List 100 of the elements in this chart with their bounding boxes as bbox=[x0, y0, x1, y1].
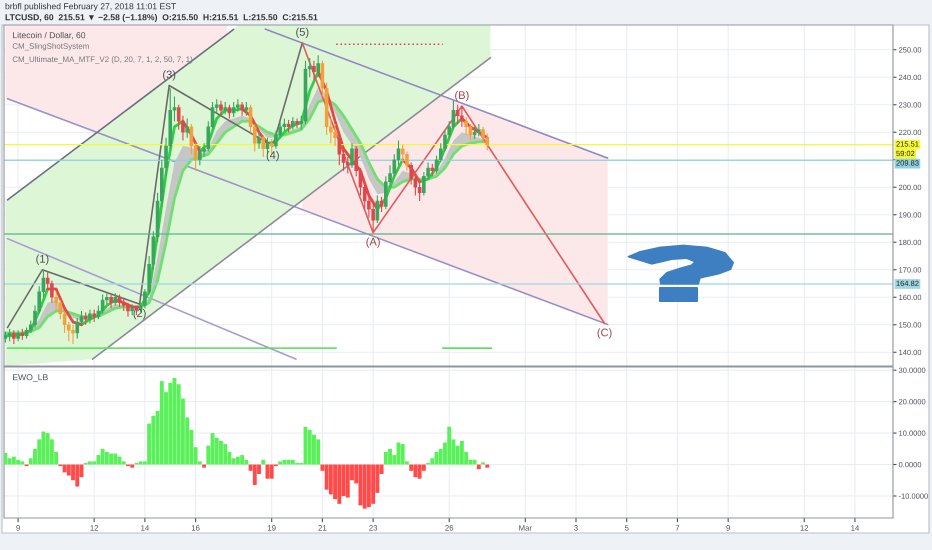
candlestick bbox=[88, 309, 92, 324]
candlestick bbox=[232, 101, 236, 118]
candlestick bbox=[286, 119, 290, 133]
bar bbox=[75, 464, 80, 487]
bar bbox=[223, 444, 228, 465]
candlestick bbox=[100, 294, 104, 314]
bar bbox=[304, 426, 308, 465]
bar bbox=[278, 461, 282, 465]
bar bbox=[308, 430, 312, 465]
candlestick bbox=[244, 101, 248, 116]
bar bbox=[266, 464, 270, 479]
bar bbox=[400, 444, 405, 465]
candlestick bbox=[485, 133, 490, 151]
candlestick bbox=[4, 331, 8, 344]
text: LTCUSD, 60 215.51 ▼ −2.58 (−1.18%) O:215.50 H:215.51 L:215.50 C:215.51 bbox=[6, 14, 318, 22]
bar bbox=[210, 433, 214, 465]
candlestick bbox=[400, 144, 405, 164]
candlestick bbox=[371, 203, 375, 232]
bar bbox=[66, 464, 71, 476]
candlestick bbox=[346, 156, 350, 174]
candlestick bbox=[118, 294, 122, 308]
bar bbox=[413, 464, 418, 478]
bar bbox=[12, 456, 16, 465]
candlestick bbox=[54, 291, 58, 312]
candlestick bbox=[282, 118, 286, 132]
candlestick bbox=[422, 172, 426, 196]
bar bbox=[240, 455, 244, 465]
bar bbox=[362, 464, 367, 509]
candlestick bbox=[460, 106, 464, 128]
bar bbox=[290, 460, 295, 465]
bar bbox=[20, 461, 24, 465]
bar bbox=[113, 454, 118, 465]
bar bbox=[337, 464, 342, 504]
candlestick bbox=[476, 123, 481, 137]
candlestick bbox=[122, 298, 126, 312]
bar bbox=[46, 433, 50, 465]
candlestick bbox=[126, 302, 130, 318]
candlestick bbox=[464, 116, 468, 136]
bar bbox=[62, 464, 67, 472]
bar bbox=[270, 464, 274, 479]
candlestick bbox=[240, 101, 244, 116]
bar bbox=[388, 448, 392, 465]
candlestick bbox=[456, 104, 460, 125]
candlestick bbox=[20, 328, 24, 340]
bar bbox=[371, 464, 376, 504]
line-series bbox=[302, 42, 606, 324]
candlestick bbox=[84, 312, 88, 326]
candlestick bbox=[75, 317, 80, 340]
bar bbox=[282, 460, 286, 465]
bar bbox=[481, 462, 485, 465]
bar bbox=[219, 440, 223, 465]
bar bbox=[138, 461, 143, 465]
bar bbox=[118, 456, 122, 465]
candlestick bbox=[472, 126, 476, 140]
candlestick bbox=[71, 324, 75, 345]
bar bbox=[109, 454, 114, 465]
bar bbox=[172, 378, 176, 465]
candlestick bbox=[291, 116, 295, 130]
bar bbox=[396, 442, 400, 465]
candlestick bbox=[350, 142, 354, 169]
bar bbox=[460, 440, 464, 465]
bar bbox=[472, 460, 477, 465]
bar bbox=[42, 431, 46, 465]
bar bbox=[346, 464, 350, 498]
candlestick bbox=[12, 330, 16, 345]
annotation: (B) bbox=[455, 90, 469, 102]
bar bbox=[418, 464, 422, 479]
bar bbox=[202, 464, 206, 468]
annotation: (2) bbox=[134, 308, 146, 320]
candlestick bbox=[198, 145, 202, 166]
bar bbox=[252, 464, 257, 485]
candlestick bbox=[16, 330, 20, 342]
candlestick bbox=[219, 100, 223, 116]
text: brbfl published February 27, 2018 11:01 EST bbox=[6, 2, 176, 12]
line-series bbox=[6, 42, 304, 328]
annotation: (A) bbox=[366, 237, 380, 248]
candlestick bbox=[185, 118, 189, 138]
bar bbox=[88, 461, 92, 465]
bar bbox=[100, 448, 105, 465]
candlestick bbox=[380, 196, 384, 213]
text: EWO_LB bbox=[13, 374, 48, 382]
candlestick bbox=[114, 292, 118, 306]
candlestick bbox=[130, 304, 134, 316]
annotation: (4) bbox=[266, 150, 279, 162]
candlestick bbox=[312, 60, 316, 81]
annotation: (5) bbox=[296, 28, 308, 38]
candlestick bbox=[109, 294, 113, 309]
candlestick bbox=[8, 328, 12, 342]
text: Litecoin / Dollar, 60 bbox=[13, 32, 86, 40]
candlestick bbox=[236, 98, 240, 112]
candlestick bbox=[228, 104, 232, 120]
candlestick bbox=[295, 118, 299, 129]
bar bbox=[16, 460, 20, 465]
candlestick bbox=[257, 132, 261, 150]
candlestick bbox=[418, 181, 422, 202]
bar bbox=[434, 452, 438, 465]
candlestick bbox=[50, 280, 54, 304]
candlestick bbox=[376, 194, 380, 224]
annotation: (1) bbox=[36, 254, 48, 265]
bar bbox=[160, 381, 164, 465]
